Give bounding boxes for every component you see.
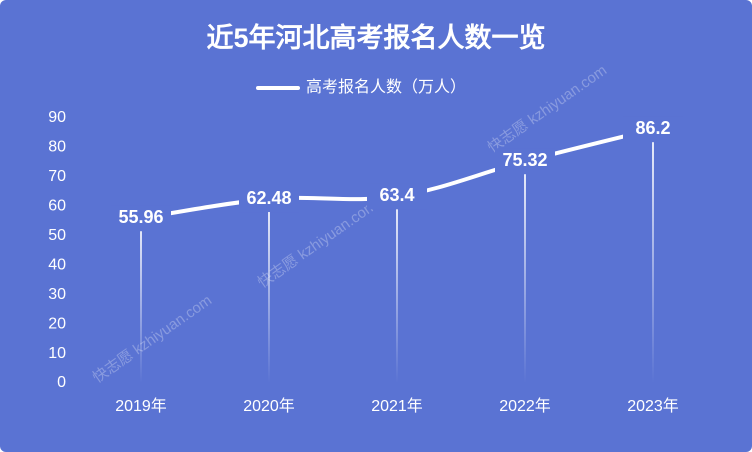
y-tick-label: 0 — [57, 374, 66, 391]
x-tick-label: 2020年 — [243, 397, 295, 415]
y-tick-label: 20 — [48, 315, 66, 332]
x-tick-label: 2023年 — [627, 397, 679, 415]
label-bg — [239, 186, 299, 213]
chart-title: 近5年河北高考报名人数一览 — [206, 22, 545, 53]
label-bg — [367, 183, 427, 210]
drop-line — [268, 199, 270, 383]
x-tick-label: 2022年 — [499, 397, 551, 415]
y-tick-label: 30 — [48, 286, 66, 303]
y-tick-label: 90 — [48, 109, 66, 126]
y-tick-label: 50 — [48, 227, 66, 244]
data-label: 55.96 — [118, 207, 163, 227]
label-bg — [111, 205, 171, 232]
x-tick-label: 2021年 — [371, 397, 423, 415]
legend-label: 高考报名人数（万人） — [306, 78, 466, 96]
data-label: 62.48 — [246, 188, 291, 208]
data-label: 75.32 — [502, 150, 547, 170]
y-tick-label: 70 — [48, 168, 66, 185]
y-tick-label: 10 — [48, 345, 66, 362]
drop-line — [140, 218, 142, 383]
drop-line — [652, 129, 654, 383]
y-tick-label: 40 — [48, 256, 66, 273]
y-tick-label: 60 — [48, 198, 66, 215]
data-label: 86.2 — [635, 118, 670, 138]
data-label: 63.4 — [379, 185, 414, 205]
label-bg — [623, 116, 683, 143]
drop-line — [396, 196, 398, 383]
label-bg — [495, 148, 555, 175]
drop-line — [524, 161, 526, 383]
y-tick-label: 80 — [48, 139, 66, 156]
x-tick-label: 2019年 — [115, 397, 167, 415]
